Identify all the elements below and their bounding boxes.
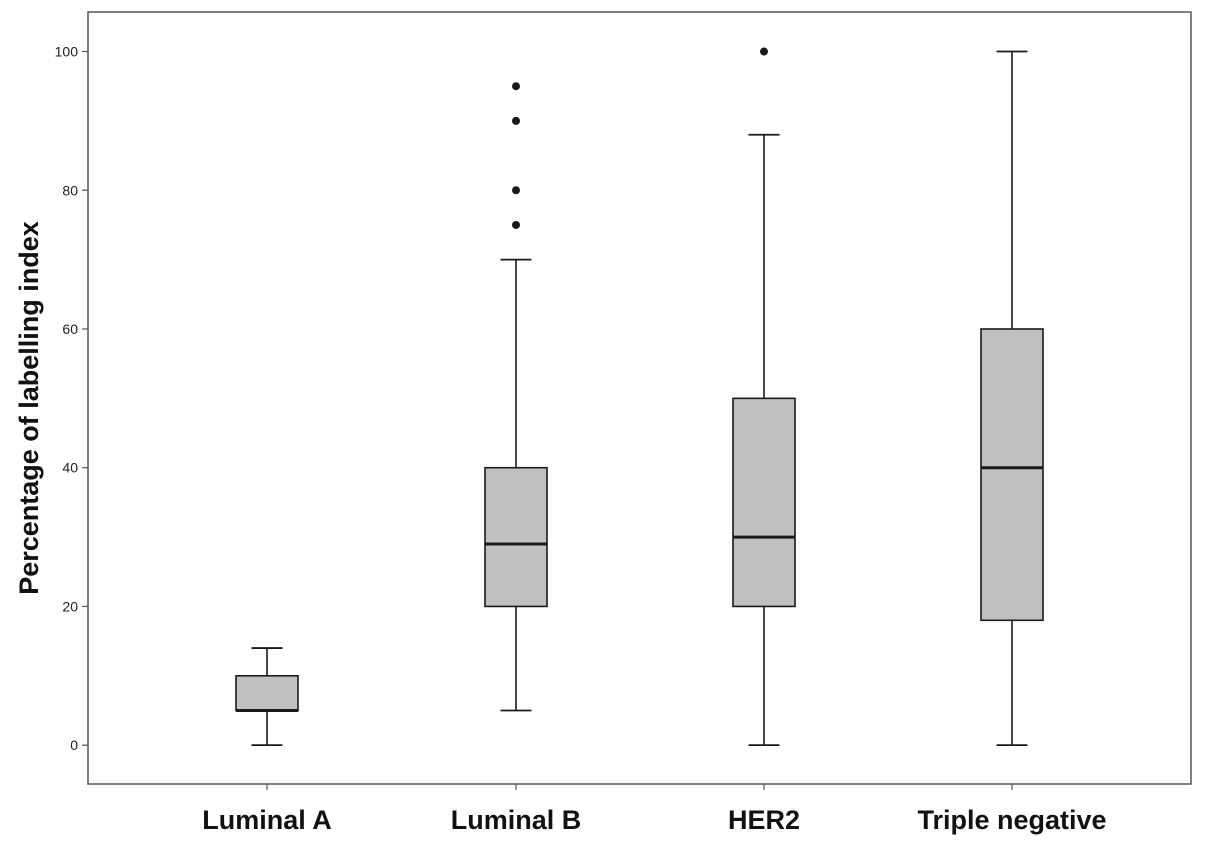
y-axis-title: Percentage of labelling index bbox=[14, 221, 44, 595]
y-tick-label: 100 bbox=[55, 44, 79, 60]
x-category-label: Luminal B bbox=[451, 805, 582, 835]
outlier-point bbox=[512, 186, 520, 195]
x-axis-category-labels: Luminal A Luminal B HER2 Triple negative bbox=[202, 805, 1106, 835]
x-category-label: HER2 bbox=[728, 805, 800, 835]
outlier-point bbox=[512, 116, 520, 125]
y-tick-label: 80 bbox=[62, 182, 78, 198]
box-series bbox=[235, 47, 1044, 790]
y-tick-label: 60 bbox=[62, 321, 78, 337]
y-tick-label: 0 bbox=[70, 737, 78, 753]
iqr-box bbox=[980, 328, 1044, 622]
x-category-label: Luminal A bbox=[202, 805, 332, 835]
outlier-point bbox=[760, 47, 768, 56]
y-axis-ticks: 0 20 40 60 80 100 bbox=[55, 44, 88, 753]
iqr-box bbox=[235, 674, 299, 712]
y-tick-label: 40 bbox=[62, 460, 78, 476]
outlier-point bbox=[512, 220, 520, 229]
iqr-box bbox=[484, 466, 548, 608]
outlier-point bbox=[512, 82, 520, 91]
x-category-label: Triple negative bbox=[917, 805, 1106, 835]
y-tick-label: 20 bbox=[62, 598, 78, 614]
iqr-box bbox=[732, 397, 796, 608]
